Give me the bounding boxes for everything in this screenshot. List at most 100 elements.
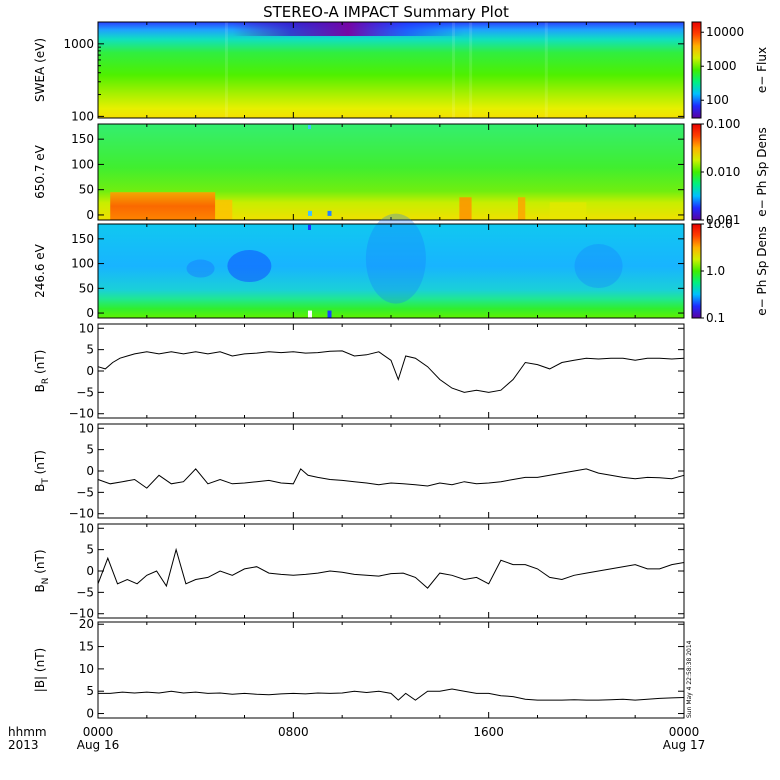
swea-depletion: [232, 22, 465, 36]
y-tick-label: −10: [69, 407, 94, 421]
colorbar-tick-label: 10.0: [706, 217, 733, 231]
pad246-dense-spot: [365, 213, 426, 304]
panel-bt: −10 −5 0 5 10 BT (nT): [33, 421, 685, 521]
panel-swea: 100 1000 10000 e− Flux 100 1000 SWEA (eV): [33, 21, 769, 123]
panel-frame: [97, 423, 685, 519]
y-axis-label: |B| (nT): [33, 648, 47, 692]
panel-frame: [97, 323, 685, 419]
time-tick-label: 1600: [473, 725, 504, 739]
y-tick-label: 15: [79, 640, 94, 654]
pad246-spectrogram: [98, 224, 684, 318]
y-tick-label: 150: [71, 232, 94, 246]
colorbar-pad246: [691, 223, 702, 319]
panel-frame: [97, 621, 685, 719]
colorbar-label: e− Ph Sp Dens: [755, 127, 769, 216]
pad650-gap: [307, 125, 311, 130]
colorbar-tick-label: 0.001: [706, 213, 740, 227]
panel-bn: −10 −5 0 5 10 BN (nT): [33, 521, 685, 621]
y-axis-label: 246.6 eV: [33, 243, 47, 298]
y-tick-label: 10: [79, 662, 94, 676]
y-tick-label: 50: [79, 183, 94, 197]
pad650-gap: [327, 210, 332, 216]
colorbar-pad650: [691, 123, 702, 221]
panel-pad246: 0.1 1.0 10.0 e− Ph Sp Dens 0 50 100 150 246.6 eV: [33, 213, 769, 325]
panel-pad650: 0.001 0.010 0.100 e− Ph Sp Dens 0 50 100 150 650…: [33, 117, 769, 227]
y-tick-label: 100: [71, 257, 94, 271]
colorbar-label: e− Flux: [755, 47, 769, 93]
colorbar-tick-label: 100: [706, 93, 729, 107]
y-axis-label: SWEA (eV): [33, 38, 47, 102]
y-tick-label: 0: [86, 364, 94, 378]
y-tick-label: −10: [69, 607, 94, 621]
plot-title: STEREO-A IMPACT Summary Plot: [263, 3, 509, 21]
pad246-gap: [327, 310, 332, 318]
colorbar-tick-label: 0.1: [706, 311, 725, 325]
y-tick-label: 0: [86, 564, 94, 578]
y-tick-label: 100: [71, 157, 94, 171]
y-tick-label: 0: [86, 464, 94, 478]
y-tick-label: 10: [79, 421, 94, 435]
time-tick-label: 0000: [83, 725, 114, 739]
time-tick-label: 0800: [278, 725, 309, 739]
y-tick-label: 50: [79, 281, 94, 295]
panel-br: −10 −5 0 5 10 BR (nT): [33, 321, 685, 421]
pad650-warm-region: [215, 199, 233, 220]
y-tick-label: 150: [71, 132, 94, 146]
y-tick-label: 0: [86, 306, 94, 320]
generation-timestamp: Sun May 4 22:58:38 2014: [686, 640, 693, 718]
y-axis-label: BT (nT): [33, 450, 51, 492]
swea-streak: [544, 22, 548, 118]
pad650-hot-region: [459, 197, 472, 220]
y-tick-label: 100: [71, 109, 94, 123]
colorbar-tick-label: 1000: [706, 59, 737, 73]
colorbar-label: e− Ph Sp Dens: [755, 226, 769, 315]
swea-spectrogram: [98, 22, 684, 118]
y-tick-label: 0: [86, 208, 94, 222]
date-tick-label: Aug 17: [663, 738, 706, 752]
y-tick-label: 5: [86, 443, 94, 457]
br-trace: [97, 350, 685, 393]
date-tick-label: Aug 16: [77, 738, 120, 752]
pad246-gap: [307, 310, 312, 318]
bn-trace: [97, 547, 685, 589]
y-tick-label: −10: [69, 507, 94, 521]
time-axis-row2-label: 2013: [8, 738, 39, 752]
pad650-hot-region: [517, 197, 526, 220]
colorbar-tick-label: 0.010: [706, 165, 740, 179]
y-tick-label: −5: [76, 485, 94, 499]
swea-streak: [469, 22, 473, 118]
colorbar-tick-label: 0.100: [706, 117, 740, 131]
y-tick-label: 5: [86, 684, 94, 698]
y-tick-label: 0: [86, 707, 94, 721]
time-tick-label: 0000: [669, 725, 700, 739]
y-axis-label: 650.7 eV: [33, 144, 47, 199]
pad246-dense-spot: [186, 259, 215, 278]
pad246-gap: [307, 224, 311, 230]
colorbar-tick-label: 1.0: [706, 264, 725, 278]
colorbar-tick-label: 10000: [706, 25, 744, 39]
y-tick-label: −5: [76, 385, 94, 399]
y-tick-label: 1000: [63, 37, 94, 51]
y-tick-label: 10: [79, 321, 94, 335]
swea-streak: [452, 22, 456, 118]
y-tick-label: 5: [86, 343, 94, 357]
y-tick-label: 5: [86, 543, 94, 557]
pad246-dense-spot: [574, 244, 623, 289]
y-tick-label: −5: [76, 585, 94, 599]
y-tick-label: 10: [79, 521, 94, 535]
pad246-dense-spot: [227, 250, 272, 283]
y-axis-label: BN (nT): [33, 549, 51, 592]
y-tick-label: 20: [79, 617, 94, 631]
pad650-hot-region: [110, 192, 216, 220]
time-axis-row1-label: hhmm: [8, 725, 47, 739]
colorbar-swea: [691, 21, 702, 119]
pad650-warm-region: [549, 202, 587, 220]
bt-trace: [97, 468, 685, 489]
swea-streak: [224, 22, 228, 118]
y-axis-label: BR (nT): [33, 350, 51, 393]
pad650-gap: [307, 210, 312, 216]
panel-bmag: 0 5 10 15 20 |B| (nT): [33, 617, 685, 721]
bmag-trace: [98, 688, 685, 701]
